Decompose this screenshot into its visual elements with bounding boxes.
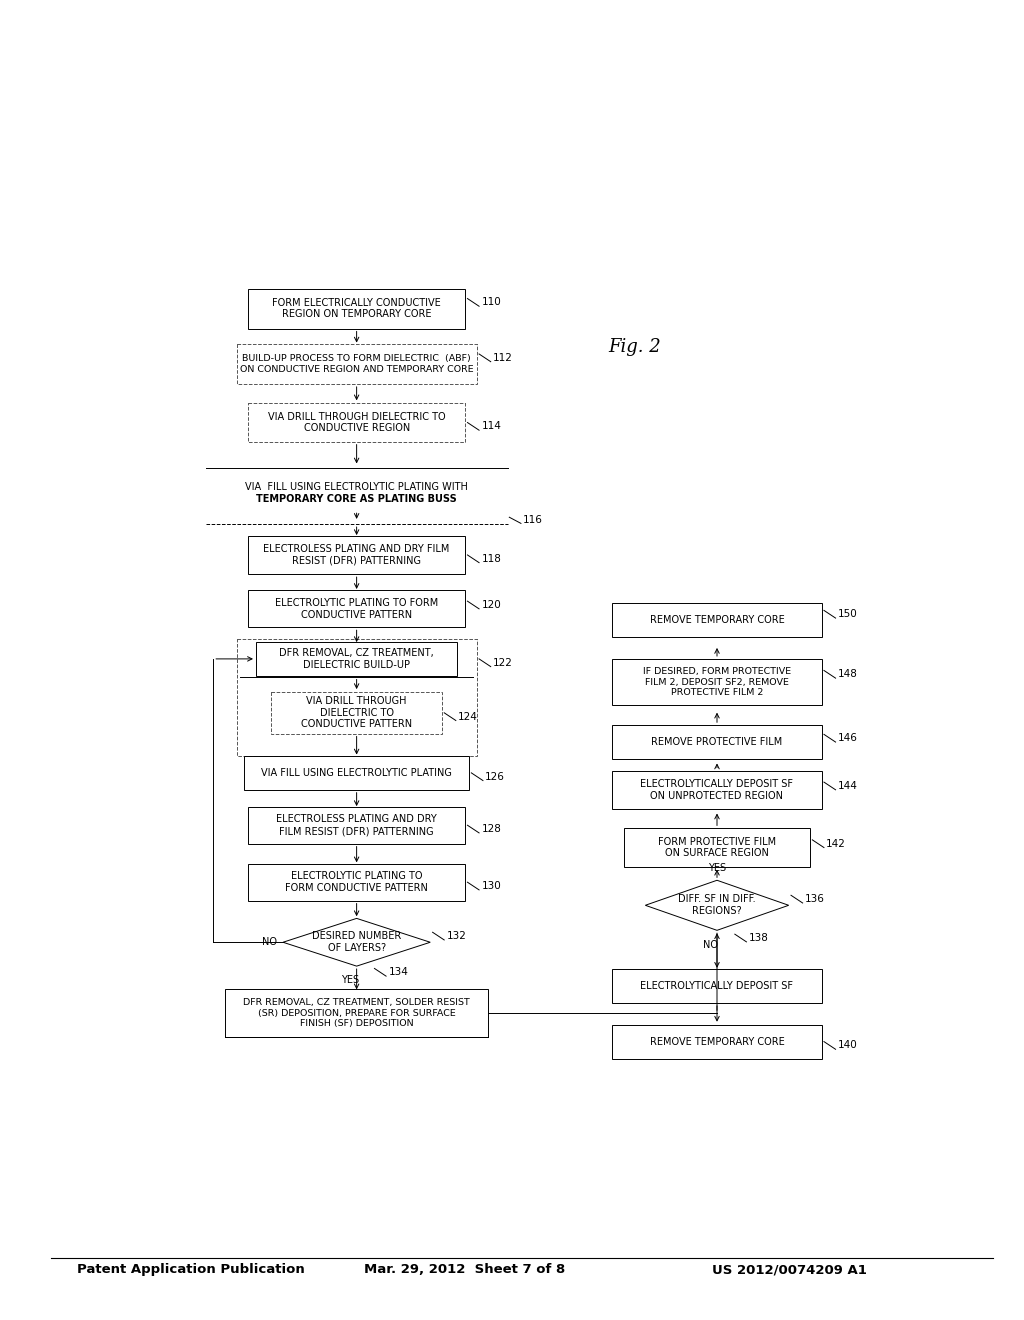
Text: VIA DRILL THROUGH DIELECTRIC TO
CONDUCTIVE REGION: VIA DRILL THROUGH DIELECTRIC TO CONDUCTI… <box>268 412 445 433</box>
Text: 118: 118 <box>481 554 502 564</box>
Text: 126: 126 <box>485 772 505 781</box>
Text: Mar. 29, 2012  Sheet 7 of 8: Mar. 29, 2012 Sheet 7 of 8 <box>364 1263 565 1276</box>
Text: 136: 136 <box>805 894 825 904</box>
Bar <box>248 807 465 843</box>
Text: ELECTROLYTICALLY DEPOSIT SF: ELECTROLYTICALLY DEPOSIT SF <box>640 981 794 991</box>
Text: ELECTROLYTIC PLATING TO FORM
CONDUCTIVE PATTERN: ELECTROLYTIC PLATING TO FORM CONDUCTIVE … <box>275 598 438 619</box>
Text: ELECTROLYTICALLY DEPOSIT SF
ON UNPROTECTED REGION: ELECTROLYTICALLY DEPOSIT SF ON UNPROTECT… <box>640 779 794 801</box>
Text: 138: 138 <box>749 933 769 942</box>
Text: Fig. 2: Fig. 2 <box>608 338 662 356</box>
Text: DFR REMOVAL, CZ TREATMENT, SOLDER RESIST
(SR) DEPOSITION, PREPARE FOR SURFACE
FI: DFR REMOVAL, CZ TREATMENT, SOLDER RESIST… <box>244 998 470 1028</box>
Text: 132: 132 <box>446 931 466 941</box>
Bar <box>248 590 465 627</box>
Text: 110: 110 <box>481 297 501 308</box>
Bar <box>271 692 442 734</box>
Text: IF DESIRED, FORM PROTECTIVE
FILM 2, DEPOSIT SF2, REMOVE
PROTECTIVE FILM 2: IF DESIRED, FORM PROTECTIVE FILM 2, DEPO… <box>643 667 792 697</box>
Text: VIA DRILL THROUGH
DIELECTRIC TO
CONDUCTIVE PATTERN: VIA DRILL THROUGH DIELECTRIC TO CONDUCTI… <box>301 696 413 730</box>
Polygon shape <box>645 880 788 931</box>
Text: YES: YES <box>708 862 726 873</box>
Text: DESIRED NUMBER
OF LAYERS?: DESIRED NUMBER OF LAYERS? <box>312 932 401 953</box>
Text: Patent Application Publication: Patent Application Publication <box>77 1263 304 1276</box>
Bar <box>256 642 458 676</box>
Text: FORM ELECTRICALLY CONDUCTIVE
REGION ON TEMPORARY CORE: FORM ELECTRICALLY CONDUCTIVE REGION ON T… <box>272 298 441 319</box>
Bar <box>225 989 488 1038</box>
Text: YES: YES <box>341 975 359 985</box>
Text: 114: 114 <box>481 421 502 432</box>
Bar <box>248 536 465 574</box>
Text: ELECTROLESS PLATING AND DRY FILM
RESIST (DFR) PATTERNING: ELECTROLESS PLATING AND DRY FILM RESIST … <box>263 544 450 566</box>
Text: DFR REMOVAL, CZ TREATMENT,
DIELECTRIC BUILD-UP: DFR REMOVAL, CZ TREATMENT, DIELECTRIC BU… <box>280 648 434 669</box>
Text: 142: 142 <box>826 838 846 849</box>
Bar <box>612 1024 821 1059</box>
Text: ELECTROLYTIC PLATING TO
FORM CONDUCTIVE PATTERN: ELECTROLYTIC PLATING TO FORM CONDUCTIVE … <box>286 871 428 894</box>
Text: 112: 112 <box>493 352 513 363</box>
Text: 150: 150 <box>838 610 858 619</box>
Text: VIA FILL USING ELECTROLYTIC PLATING: VIA FILL USING ELECTROLYTIC PLATING <box>261 768 452 777</box>
Text: NO: NO <box>262 937 276 948</box>
Text: 140: 140 <box>838 1040 858 1051</box>
Bar <box>248 289 465 329</box>
Text: TEMPORARY CORE AS PLATING BUSS: TEMPORARY CORE AS PLATING BUSS <box>256 494 457 504</box>
Bar <box>624 829 810 867</box>
Text: DIFF. SF IN DIFF.
REGIONS?: DIFF. SF IN DIFF. REGIONS? <box>678 895 756 916</box>
Text: US 2012/0074209 A1: US 2012/0074209 A1 <box>712 1263 866 1276</box>
Text: FORM PROTECTIVE FILM
ON SURFACE REGION: FORM PROTECTIVE FILM ON SURFACE REGION <box>658 837 776 858</box>
Text: REMOVE PROTECTIVE FILM: REMOVE PROTECTIVE FILM <box>651 737 782 747</box>
Bar <box>237 639 477 756</box>
Text: 146: 146 <box>838 733 858 743</box>
Text: 116: 116 <box>523 515 543 525</box>
Bar <box>237 345 477 384</box>
Text: 148: 148 <box>838 669 858 680</box>
Text: 120: 120 <box>481 601 501 610</box>
Text: REMOVE TEMPORARY CORE: REMOVE TEMPORARY CORE <box>649 1036 784 1047</box>
Bar <box>612 771 821 809</box>
Bar <box>248 863 465 900</box>
Text: 124: 124 <box>458 711 478 722</box>
Text: 122: 122 <box>493 657 513 668</box>
Text: ELECTROLESS PLATING AND DRY
FILM RESIST (DFR) PATTERNING: ELECTROLESS PLATING AND DRY FILM RESIST … <box>276 814 437 836</box>
Text: BUILD-UP PROCESS TO FORM DIELECTRIC  (ABF)
ON CONDUCTIVE REGION AND TEMPORARY CO: BUILD-UP PROCESS TO FORM DIELECTRIC (ABF… <box>240 354 473 374</box>
Bar <box>245 756 469 789</box>
Bar <box>612 725 821 759</box>
Text: REMOVE TEMPORARY CORE: REMOVE TEMPORARY CORE <box>649 615 784 626</box>
Bar <box>248 404 465 442</box>
Text: 130: 130 <box>481 880 501 891</box>
Bar <box>612 603 821 638</box>
Polygon shape <box>283 919 430 966</box>
Text: VIA  FILL USING ELECTROLYTIC PLATING WITH: VIA FILL USING ELECTROLYTIC PLATING WITH <box>245 482 468 492</box>
Text: 144: 144 <box>838 781 858 791</box>
Text: 128: 128 <box>481 824 502 834</box>
Bar <box>612 969 821 1003</box>
Text: NO: NO <box>703 940 718 949</box>
Text: 134: 134 <box>388 968 409 977</box>
Bar <box>612 659 821 705</box>
